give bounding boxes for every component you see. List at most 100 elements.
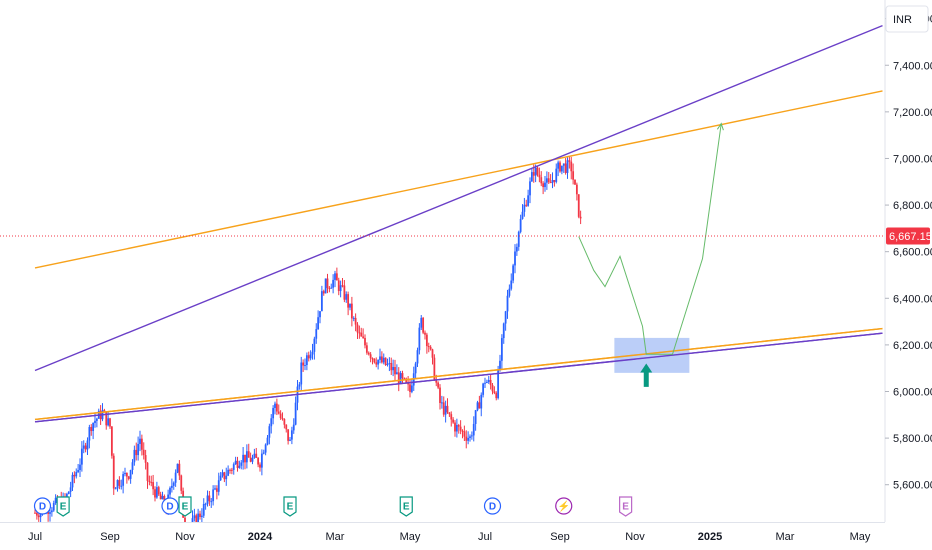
event-marker-dividend[interactable]: D — [483, 497, 502, 515]
candle — [544, 175, 546, 192]
candle — [472, 416, 475, 442]
event-marker-label: E — [403, 502, 410, 513]
event-marker-split[interactable]: ⚡ — [555, 497, 573, 515]
candle — [467, 431, 470, 445]
candle — [319, 311, 321, 324]
candle — [529, 177, 531, 204]
event-marker-label: E — [60, 502, 67, 513]
trendline-purple-upper[interactable] — [34, 24, 883, 372]
event-marker-earnings[interactable]: E — [178, 496, 192, 517]
candle — [517, 230, 520, 251]
candle — [469, 434, 471, 442]
candle — [440, 395, 443, 409]
candle — [553, 179, 556, 187]
event-marker-earnings[interactable]: E — [619, 496, 633, 517]
candle — [345, 291, 348, 303]
candle — [330, 283, 333, 289]
event-marker-earnings[interactable]: E — [283, 496, 297, 517]
candle — [110, 426, 113, 459]
candle — [519, 214, 522, 234]
candle — [69, 481, 72, 498]
candle — [302, 359, 305, 372]
candle — [455, 418, 458, 438]
candle — [287, 429, 290, 445]
x-tick-label: 2024 — [248, 531, 273, 543]
candle — [392, 359, 395, 377]
x-tick-label: Mar — [326, 531, 345, 543]
candle — [260, 449, 263, 476]
candle — [326, 273, 329, 294]
candle — [495, 391, 498, 401]
candle — [200, 508, 203, 523]
candle — [538, 167, 541, 183]
candle — [478, 395, 481, 409]
price-axis-panel[interactable] — [885, 0, 932, 523]
candle — [425, 332, 428, 354]
last-price-label: 6,667.15 — [889, 231, 932, 243]
candle — [217, 472, 220, 496]
candle — [523, 197, 526, 217]
candle — [285, 424, 288, 433]
candle — [497, 365, 500, 400]
event-marker-dividend[interactable]: D — [33, 497, 52, 515]
trendline-orange-upper[interactable] — [34, 90, 883, 269]
candle — [459, 420, 462, 435]
y-tick-label: 5,600.00 — [893, 480, 932, 492]
support-zone[interactable] — [614, 337, 690, 373]
event-marker-earnings[interactable]: E — [399, 496, 413, 517]
candle — [572, 163, 575, 185]
candle — [54, 494, 57, 505]
candle — [50, 507, 53, 517]
candle — [161, 491, 164, 500]
candle — [270, 414, 273, 434]
candle — [169, 486, 171, 498]
x-tick-label: Sep — [550, 531, 570, 543]
event-marker-dividend[interactable]: D — [161, 497, 179, 515]
y-tick-label: 6,800.00 — [893, 200, 932, 212]
candle — [542, 181, 545, 195]
candle — [429, 345, 432, 351]
candle — [227, 465, 230, 477]
candle — [500, 334, 503, 369]
candle — [377, 359, 380, 370]
y-tick-label: 7,000.00 — [893, 153, 932, 165]
x-tick-label: Nov — [625, 531, 645, 543]
candle — [474, 409, 477, 431]
y-tick-label: 6,600.00 — [893, 247, 932, 259]
candle — [521, 204, 524, 220]
candle — [67, 491, 70, 495]
candle — [204, 502, 207, 510]
candle — [549, 174, 552, 184]
candle — [317, 310, 320, 330]
candle — [334, 270, 336, 288]
candle — [176, 463, 179, 474]
candle — [442, 396, 445, 417]
candle — [229, 468, 231, 474]
candle — [281, 412, 284, 421]
candle — [90, 424, 93, 436]
candle — [236, 456, 239, 472]
candle — [380, 351, 383, 364]
candle — [555, 163, 558, 184]
candle — [133, 445, 136, 466]
candle — [339, 280, 342, 298]
y-tick-label: 6,400.00 — [893, 293, 932, 305]
up-arrow-icon[interactable] — [640, 363, 653, 387]
event-marker-earnings[interactable]: E — [56, 496, 70, 517]
time-axis-panel[interactable] — [0, 522, 932, 550]
event-markers[interactable]: D E D E E E D ⚡ E — [33, 496, 633, 517]
currency-box[interactable]: INR — [885, 5, 929, 33]
projection-path[interactable] — [578, 123, 722, 355]
candle — [238, 460, 241, 469]
candle — [450, 411, 453, 427]
candle — [452, 417, 455, 424]
candle — [540, 171, 543, 187]
candle — [570, 156, 573, 180]
candle — [212, 485, 215, 506]
candle — [577, 194, 580, 219]
candle — [129, 469, 132, 484]
candle — [506, 289, 509, 319]
candle — [304, 358, 306, 371]
candle — [557, 160, 560, 177]
